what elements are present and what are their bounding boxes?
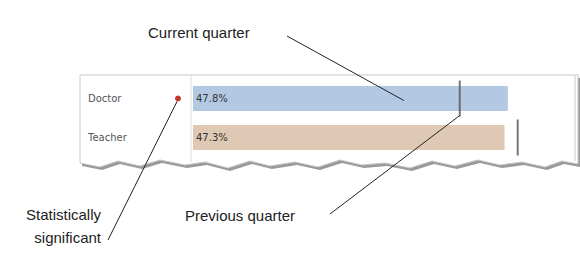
svg-text:47.8%: 47.8%: [196, 93, 228, 104]
svg-text:47.3%: 47.3%: [196, 132, 228, 143]
svg-text:Teacher: Teacher: [87, 132, 128, 143]
svg-text:Current quarter: Current quarter: [148, 24, 250, 41]
svg-text:Doctor: Doctor: [88, 93, 122, 104]
svg-text:Statistically: Statistically: [26, 206, 102, 223]
svg-text:significant: significant: [34, 229, 102, 246]
svg-text:Previous quarter: Previous quarter: [185, 207, 295, 224]
